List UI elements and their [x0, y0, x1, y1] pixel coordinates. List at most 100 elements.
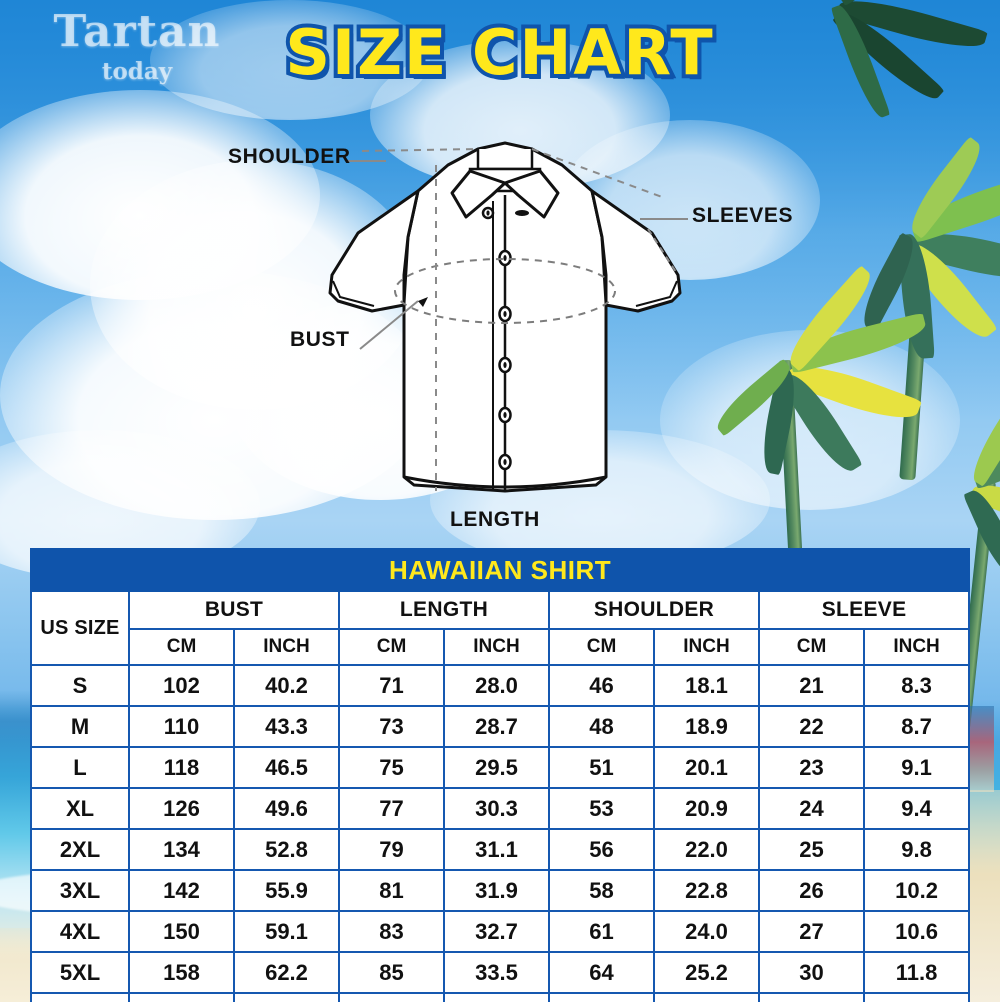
cell-sleeve-cm: 31: [758, 992, 865, 1002]
cell-size: 3XL: [30, 869, 130, 912]
column-group-sleeve: SLEEVE: [757, 590, 971, 630]
cell-length-in: 33.9: [443, 992, 550, 1002]
cell-size: 5XL: [30, 951, 130, 994]
table-group-header-row: US SIZE BUST LENGTH SHOULDER SLEEVE: [30, 590, 971, 666]
cell-length-cm: 79: [338, 828, 445, 871]
cell-length-cm: 81: [338, 869, 445, 912]
column-header-length-inch: INCH: [443, 628, 550, 666]
diagram-label-length: LENGTH: [450, 508, 540, 531]
cell-sleeve-in: 9.4: [862, 787, 971, 830]
cell-bust-in: 64.6: [233, 992, 340, 1002]
cell-sleeve-cm: 26: [758, 869, 865, 912]
column-header-us-size: US SIZE: [30, 590, 130, 666]
cell-shoulder-cm: 64: [548, 951, 655, 994]
cell-sleeve-cm: 30: [758, 951, 865, 994]
cell-bust-cm: 126: [128, 787, 235, 830]
shirt-diagram: [328, 141, 682, 493]
cell-bust-cm: 118: [128, 746, 235, 789]
cell-bust-cm: 142: [128, 869, 235, 912]
cell-length-cm: 85: [338, 951, 445, 994]
cell-length-cm: 86: [338, 992, 445, 1002]
column-header-bust-cm: CM: [128, 628, 235, 666]
table-row: 6XL16464.68633.96525.63112.2: [30, 992, 971, 1002]
cell-bust-in: 49.6: [233, 787, 340, 830]
table-row: 2XL 134 52.8 79 31.1 56 22.0 25 9.8: [30, 828, 971, 871]
cell-shoulder-in: 18.1: [653, 664, 760, 707]
column-header-bust-inch: INCH: [233, 628, 340, 666]
column-header-shoulder-inch: INCH: [653, 628, 760, 666]
cell-sleeve-in: 10.6: [862, 910, 971, 953]
cell-shoulder-cm: 58: [548, 869, 655, 912]
cell-bust-cm: 102: [128, 664, 235, 707]
cell-bust-in: 40.2: [233, 664, 340, 707]
cell-sleeve-in: 10.2: [862, 869, 971, 912]
cell-shoulder-in: 25.6: [653, 992, 760, 1002]
cell-sleeve-in: 9.8: [862, 828, 971, 871]
cell-sleeve-cm: 21: [758, 664, 865, 707]
cell-length-in: 31.1: [443, 828, 550, 871]
cell-sleeve-cm: 27: [758, 910, 865, 953]
size-table-body: S 102 40.2 71 28.0 46 18.1 21 8.3 M 110 43.3 73 28.7 4…: [30, 664, 971, 1002]
cell-bust-in: 55.9: [233, 869, 340, 912]
column-header-sleeve-inch: INCH: [862, 628, 971, 666]
cell-size: 2XL: [30, 828, 130, 871]
cell-sleeve-cm: 25: [758, 828, 865, 871]
table-row: S 102 40.2 71 28.0 46 18.1 21 8.3: [30, 664, 971, 707]
cell-shoulder-cm: 51: [548, 746, 655, 789]
cell-size: XL: [30, 787, 130, 830]
column-group-length: LENGTH: [338, 590, 550, 630]
cell-sleeve-in: 8.7: [862, 705, 971, 748]
cell-shoulder-in: 18.9: [653, 705, 760, 748]
cell-length-cm: 83: [338, 910, 445, 953]
cell-shoulder-cm: 48: [548, 705, 655, 748]
diagram-label-shoulder: SHOULDER: [228, 145, 351, 168]
column-group-shoulder: SHOULDER: [548, 590, 760, 630]
cell-bust-cm: 150: [128, 910, 235, 953]
cell-sleeve-cm: 23: [758, 746, 865, 789]
cell-size: S: [30, 664, 130, 707]
cell-size: 6XL: [30, 992, 130, 1002]
cell-bust-cm: 164: [128, 992, 235, 1002]
cell-sleeve-cm: 22: [758, 705, 865, 748]
cell-shoulder-in: 24.0: [653, 910, 760, 953]
cell-sleeve-in: 12.2: [862, 992, 971, 1002]
sleeves-leader-line: [640, 218, 688, 220]
cell-sleeve-in: 11.8: [862, 951, 971, 994]
shoulder-leader-line: [346, 160, 386, 162]
cell-length-cm: 77: [338, 787, 445, 830]
table-title: HAWAIIAN SHIRT: [29, 548, 971, 592]
column-header-sleeve-cm: CM: [758, 628, 865, 666]
cell-length-cm: 73: [338, 705, 445, 748]
cell-shoulder-in: 25.2: [653, 951, 760, 994]
page-title: SIZE CHART: [281, 16, 716, 89]
cell-shoulder-in: 22.8: [653, 869, 760, 912]
table-row: XL 126 49.6 77 30.3 53 20.9 24 9.4: [30, 787, 971, 830]
column-header-length-cm: CM: [338, 628, 445, 666]
cell-length-in: 28.7: [443, 705, 550, 748]
cell-bust-in: 43.3: [233, 705, 340, 748]
cell-length-in: 31.9: [443, 869, 550, 912]
cell-size: L: [30, 746, 130, 789]
cell-length-in: 32.7: [443, 910, 550, 953]
cell-length-cm: 75: [338, 746, 445, 789]
diagram-label-sleeves: SLEEVES: [692, 204, 794, 227]
column-group-bust: BUST: [128, 590, 340, 630]
diagram-label-bust: BUST: [290, 328, 350, 351]
cell-sleeve-in: 9.1: [862, 746, 971, 789]
table-row: L 118 46.5 75 29.5 51 20.1 23 9.1: [30, 746, 971, 789]
cell-bust-in: 46.5: [233, 746, 340, 789]
cell-length-in: 33.5: [443, 951, 550, 994]
cell-bust-in: 59.1: [233, 910, 340, 953]
cell-sleeve-cm: 24: [758, 787, 865, 830]
cell-length-cm: 71: [338, 664, 445, 707]
cell-shoulder-cm: 61: [548, 910, 655, 953]
cell-shoulder-cm: 65: [548, 992, 655, 1002]
table-row: 5XL 158 62.2 85 33.5 64 25.2 30 11.8: [30, 951, 971, 994]
cell-bust-in: 62.2: [233, 951, 340, 994]
cell-bust-cm: 158: [128, 951, 235, 994]
cell-shoulder-cm: 53: [548, 787, 655, 830]
cell-length-in: 30.3: [443, 787, 550, 830]
cell-shoulder-cm: 46: [548, 664, 655, 707]
cell-bust-cm: 110: [128, 705, 235, 748]
